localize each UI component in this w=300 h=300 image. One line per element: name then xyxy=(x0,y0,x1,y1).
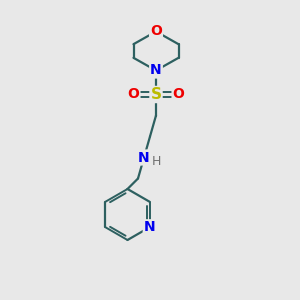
Text: O: O xyxy=(172,88,184,101)
Text: N: N xyxy=(138,151,150,164)
Text: N: N xyxy=(144,220,155,234)
Text: H: H xyxy=(152,154,161,168)
Text: O: O xyxy=(150,25,162,38)
Text: N: N xyxy=(150,64,162,77)
Text: O: O xyxy=(128,88,140,101)
Text: S: S xyxy=(151,87,161,102)
